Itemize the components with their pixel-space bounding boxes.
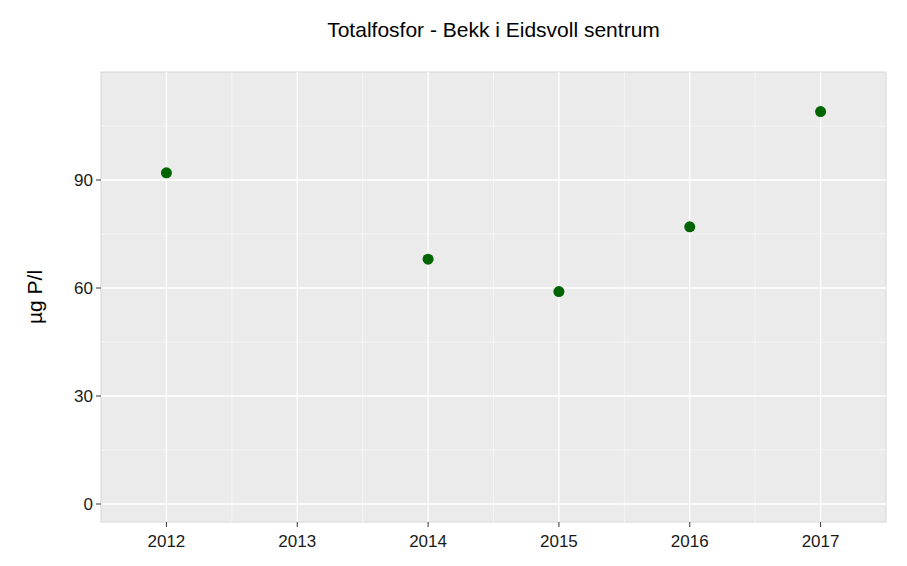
point — [423, 254, 434, 265]
minor-grid-line — [362, 72, 363, 522]
x-tick — [166, 522, 167, 527]
grid-line — [689, 72, 690, 522]
grid — [101, 72, 886, 522]
y-tick-label: 60 — [74, 279, 93, 298]
grid-line — [820, 72, 821, 522]
grid-line — [166, 72, 167, 522]
grid-line — [101, 395, 886, 396]
x-tick — [297, 522, 298, 527]
y-tick-label: 90 — [74, 171, 93, 190]
minor-grid-line — [493, 72, 494, 522]
x-tick — [428, 522, 429, 527]
axes: 0 30 60 90 2012 2013 2014 2015 2016 2017 — [74, 171, 839, 551]
minor-grid-line — [755, 72, 756, 522]
title: Totalfosfor - Bekk i Eidsvoll sentrum — [327, 18, 660, 41]
x-tick-label: 2014 — [409, 532, 447, 551]
point — [815, 106, 826, 117]
x-tick — [558, 522, 559, 527]
minor-grid-line — [231, 72, 232, 522]
x-tick-label: 2013 — [278, 532, 316, 551]
point — [161, 167, 172, 178]
chart-container: 0 30 60 90 2012 2013 2014 2015 2016 2017 Totalfosf… — [0, 0, 907, 566]
grid-line — [101, 287, 886, 288]
x-tick-label: 2017 — [802, 532, 840, 551]
minor-grid-line — [624, 72, 625, 522]
y-tick — [96, 396, 101, 397]
grid-line — [427, 72, 428, 522]
x-tick-label: 2016 — [671, 532, 709, 551]
grid-line — [101, 503, 886, 504]
chart: 0 30 60 90 2012 2013 2014 2015 2016 2017 Totalfosf… — [0, 0, 907, 566]
y-tick — [96, 504, 101, 505]
plot-panel — [101, 72, 886, 522]
y-tick — [96, 288, 101, 289]
x-tick-label: 2012 — [148, 532, 186, 551]
y-tick — [96, 180, 101, 181]
y-tick-label: 30 — [74, 387, 93, 406]
point — [553, 286, 564, 297]
grid-line — [101, 179, 886, 180]
x-tick-label: 2015 — [540, 532, 578, 551]
grid-line — [297, 72, 298, 522]
points — [161, 106, 826, 297]
x-tick — [689, 522, 690, 527]
point — [684, 221, 695, 232]
x-tick — [820, 522, 821, 527]
y-axis-label: µg P/l — [23, 270, 46, 324]
y-tick-label: 0 — [84, 495, 93, 514]
